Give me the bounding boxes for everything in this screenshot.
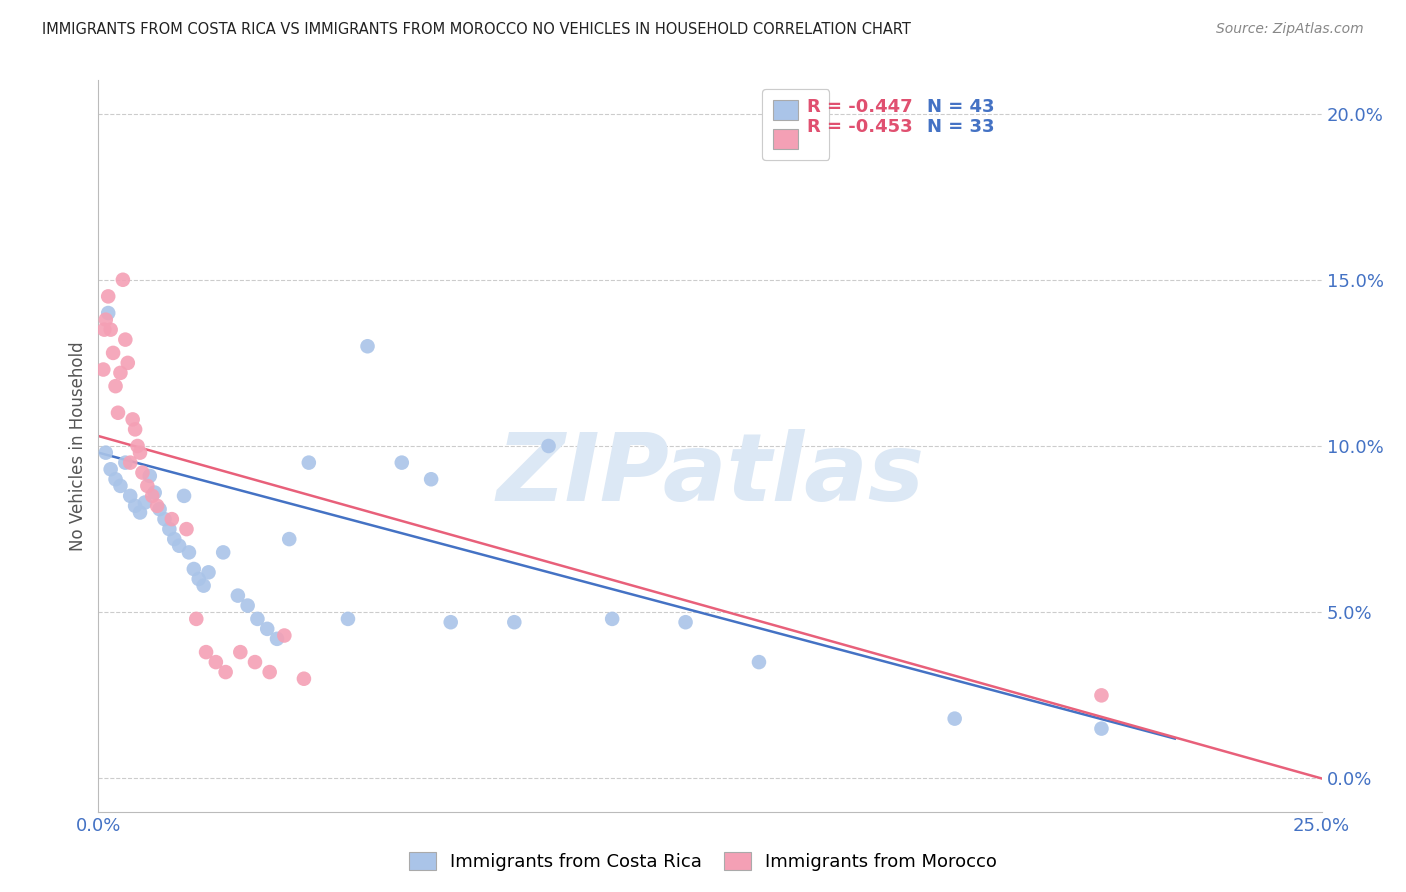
Point <box>212 545 235 559</box>
Point <box>243 655 266 669</box>
Point <box>129 506 152 520</box>
Point <box>167 539 190 553</box>
Point <box>141 489 163 503</box>
Point <box>104 379 127 393</box>
Point <box>93 323 115 337</box>
Point <box>186 612 208 626</box>
Point <box>266 632 288 646</box>
Point <box>117 356 139 370</box>
Point <box>256 622 278 636</box>
Point <box>110 479 132 493</box>
Point <box>246 612 269 626</box>
Point <box>146 499 169 513</box>
Point <box>163 532 186 546</box>
Point <box>100 323 122 337</box>
Point <box>229 645 252 659</box>
Point <box>160 512 183 526</box>
Text: Source: ZipAtlas.com: Source: ZipAtlas.com <box>1216 22 1364 37</box>
Point <box>107 406 129 420</box>
Point <box>195 645 218 659</box>
Text: ZIPatlas: ZIPatlas <box>496 429 924 521</box>
Point <box>173 489 195 503</box>
Point <box>176 522 198 536</box>
Point <box>131 466 153 480</box>
Point <box>440 615 463 630</box>
Point <box>124 499 146 513</box>
Point <box>129 445 152 459</box>
Point <box>226 589 249 603</box>
Point <box>111 273 134 287</box>
Text: R = -0.453: R = -0.453 <box>807 119 912 136</box>
Point <box>600 612 623 626</box>
Point <box>183 562 205 576</box>
Point <box>214 665 236 679</box>
Point <box>748 655 770 669</box>
Point <box>278 532 301 546</box>
Legend:  ,  : , <box>762 89 830 160</box>
Point <box>205 655 228 669</box>
Point <box>292 672 315 686</box>
Point <box>101 346 124 360</box>
Point <box>943 712 966 726</box>
Point <box>177 545 200 559</box>
Point <box>124 422 146 436</box>
Point <box>236 599 259 613</box>
Point <box>187 572 209 586</box>
Point <box>110 366 132 380</box>
Point <box>114 456 136 470</box>
Text: R = -0.447: R = -0.447 <box>807 98 912 116</box>
Point <box>193 579 215 593</box>
Point <box>121 412 143 426</box>
Point <box>136 479 159 493</box>
Point <box>259 665 281 679</box>
Point <box>298 456 321 470</box>
Point <box>336 612 359 626</box>
Point <box>94 445 117 459</box>
Point <box>114 333 136 347</box>
Point <box>420 472 443 486</box>
Point <box>104 472 127 486</box>
Point <box>157 522 180 536</box>
Legend: Immigrants from Costa Rica, Immigrants from Morocco: Immigrants from Costa Rica, Immigrants f… <box>402 845 1004 879</box>
Text: N = 33: N = 33 <box>927 119 994 136</box>
Point <box>1090 689 1112 703</box>
Point <box>97 306 120 320</box>
Point <box>197 566 219 580</box>
Point <box>134 495 156 509</box>
Point <box>120 489 142 503</box>
Point <box>143 485 166 500</box>
Point <box>91 362 114 376</box>
Point <box>120 456 142 470</box>
Point <box>97 289 120 303</box>
Point <box>127 439 149 453</box>
Point <box>153 512 176 526</box>
Point <box>503 615 526 630</box>
Point <box>1090 722 1112 736</box>
Text: IMMIGRANTS FROM COSTA RICA VS IMMIGRANTS FROM MOROCCO NO VEHICLES IN HOUSEHOLD C: IMMIGRANTS FROM COSTA RICA VS IMMIGRANTS… <box>42 22 911 37</box>
Text: N = 43: N = 43 <box>927 98 994 116</box>
Point <box>273 628 295 642</box>
Point <box>356 339 378 353</box>
Point <box>94 312 117 326</box>
Point <box>391 456 413 470</box>
Point <box>149 502 172 516</box>
Y-axis label: No Vehicles in Household: No Vehicles in Household <box>69 341 87 551</box>
Point <box>675 615 697 630</box>
Point <box>537 439 560 453</box>
Point <box>139 469 162 483</box>
Point <box>100 462 122 476</box>
